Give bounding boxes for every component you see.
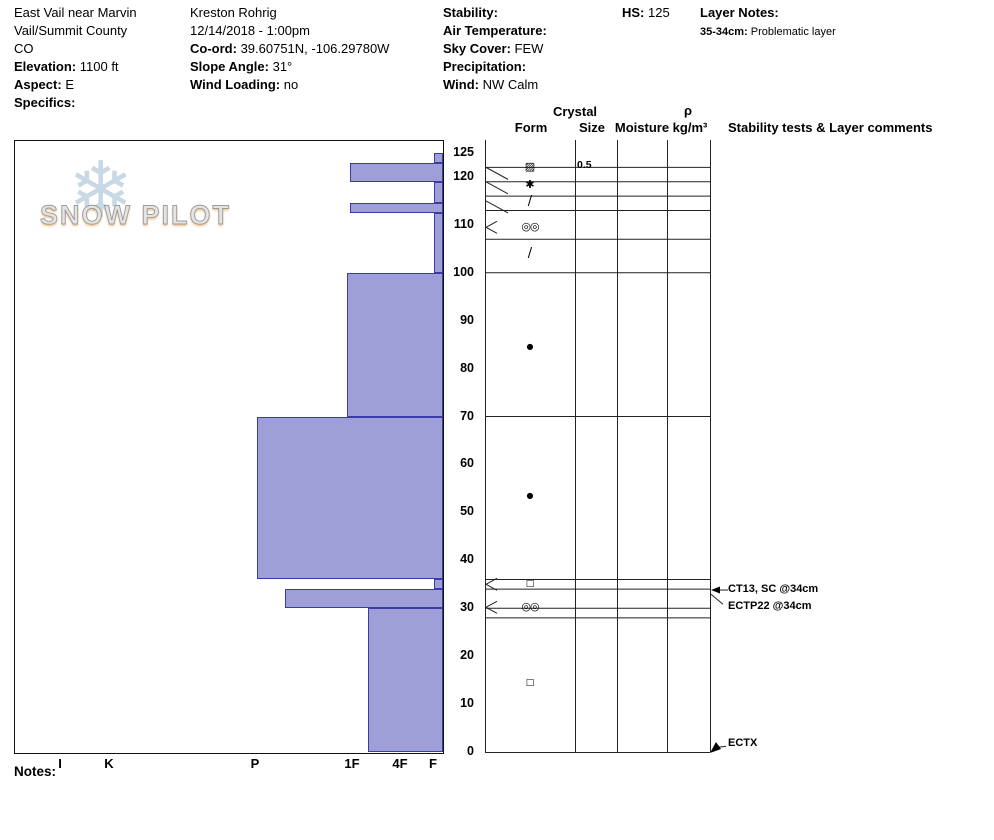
hs-line: HS: 125 — [622, 4, 670, 22]
pit-datetime: 12/14/2018 - 1:00pm — [190, 23, 310, 38]
hs-label: HS: — [622, 5, 645, 20]
sky-cover-label: Sky Cover: — [443, 41, 511, 56]
coord-label: Co-ord: — [190, 41, 237, 56]
depth-tick-label: 80 — [460, 360, 474, 375]
size-column-header: Size — [578, 120, 606, 135]
wind-loading-label: Wind Loading: — [190, 77, 281, 92]
precipitation-label: Precipitation: — [443, 59, 527, 74]
depth-tick-label: 60 — [460, 456, 474, 471]
hardness-layer-bar — [347, 272, 443, 417]
hardness-tick-label: I — [58, 756, 62, 771]
depth-tick-label: 20 — [460, 648, 474, 663]
hardness-layer-bar — [368, 608, 443, 752]
sky-cover-line: Sky Cover: FEW — [443, 40, 547, 58]
hs-block: HS: 125 — [622, 4, 670, 22]
hardness-layer-bar — [350, 162, 443, 182]
stability-column-header: Stability tests & Layer comments — [728, 120, 933, 135]
depth-tick-label: 40 — [460, 552, 474, 567]
slope-angle-label: Slope Angle: — [190, 59, 269, 74]
depth-tick-label: 0 — [467, 744, 474, 758]
air-temp-line: Air Temperature: — [443, 22, 547, 40]
density-unit-header: kg/m³ — [672, 120, 708, 135]
specifics-line: Specifics: — [14, 94, 137, 112]
location-name-line2: Vail/Summit County — [14, 23, 128, 38]
depth-tick-label: 50 — [460, 504, 474, 519]
hardness-tick-label: 1F — [344, 756, 360, 771]
aspect-value: E — [65, 77, 74, 92]
aspect-line: Aspect: E — [14, 76, 137, 94]
depth-tick-label: 100 — [453, 264, 474, 279]
moisture-column-header: Moisture — [614, 120, 670, 135]
hardness-layer-bar — [434, 153, 443, 163]
wind-label: Wind: — [443, 77, 479, 92]
layer-note-text: Problematic layer — [750, 26, 836, 38]
coord-value: 39.60751N, -106.29780W — [240, 41, 390, 56]
conditions-block: Stability: Air Temperature: Sky Cover: F… — [443, 4, 547, 94]
aspect-label: Aspect: — [14, 77, 62, 92]
density-symbol-header: ρ — [683, 103, 693, 118]
observer-block: Kreston Rohrig 12/14/2018 - 1:00pm Co-or… — [190, 4, 389, 94]
layer-notes-block: Layer Notes: 35-34cm: Problematic layer — [700, 4, 836, 39]
wind-loading-line: Wind Loading: no — [190, 76, 389, 94]
form-column-header: Form — [514, 120, 548, 135]
hardness-layer-bar — [434, 212, 443, 273]
depth-tick-label: 30 — [460, 600, 474, 615]
depth-tick-label: 125 — [453, 145, 474, 159]
elevation-value: 1100 ft — [79, 59, 119, 74]
hs-value: 125 — [648, 5, 670, 20]
hardness-layer-bar — [434, 579, 443, 590]
wind-line: Wind: NW Calm — [443, 76, 547, 94]
crystal-header: Crystal — [552, 104, 598, 119]
wind-loading-value: no — [283, 77, 299, 92]
depth-tick-label: 120 — [453, 168, 474, 183]
layer-panel-grid — [485, 140, 728, 753]
slope-angle-line: Slope Angle: 31° — [190, 58, 389, 76]
location-block: East Vail near Marvin Vail/Summit County… — [14, 4, 137, 112]
hardness-layer-bar — [434, 181, 443, 204]
depth-axis: 125 120 110 100 90 80 70 60 50 40 30 20 10 0 — [442, 0, 476, 770]
hardness-tick-label: F — [429, 756, 437, 771]
hardness-profile-chart — [14, 140, 444, 754]
hardness-tick-label: P — [250, 756, 260, 771]
specifics-label: Specifics: — [14, 95, 76, 110]
layer-note-line: 35-34cm: Problematic layer — [700, 25, 836, 39]
coord-line: Co-ord: 39.60751N, -106.29780W — [190, 40, 389, 58]
elevation-label: Elevation: — [14, 59, 77, 74]
stability-line: Stability: — [443, 4, 547, 22]
layer-note-range: 35-34cm: — [700, 26, 748, 38]
hardness-tick-label: K — [104, 756, 114, 771]
sky-cover-value: FEW — [514, 41, 544, 56]
hardness-layer-bar — [257, 416, 443, 580]
elevation-line: Elevation: 1100 ft — [14, 58, 137, 76]
depth-tick-label: 70 — [460, 408, 474, 423]
depth-tick-label: 90 — [460, 312, 474, 327]
slope-angle-value: 31° — [272, 59, 293, 74]
hardness-tick-label: 4F — [392, 756, 408, 771]
location-name-line3: CO — [14, 41, 34, 56]
notes-heading: Notes: — [14, 764, 57, 779]
depth-tick-label: 10 — [460, 696, 474, 711]
precipitation-line: Precipitation: — [443, 58, 547, 76]
wind-value: NW Calm — [482, 77, 539, 92]
hardness-layer-bar — [350, 203, 443, 213]
stability-label: Stability: — [443, 5, 498, 20]
air-temp-label: Air Temperature: — [443, 23, 547, 38]
observer-name: Kreston Rohrig — [190, 5, 277, 20]
location-name-line1: East Vail near Marvin — [14, 5, 137, 20]
layer-notes-heading: Layer Notes: — [700, 5, 779, 20]
hardness-layer-bar — [285, 589, 443, 609]
depth-tick-label: 110 — [453, 216, 474, 231]
